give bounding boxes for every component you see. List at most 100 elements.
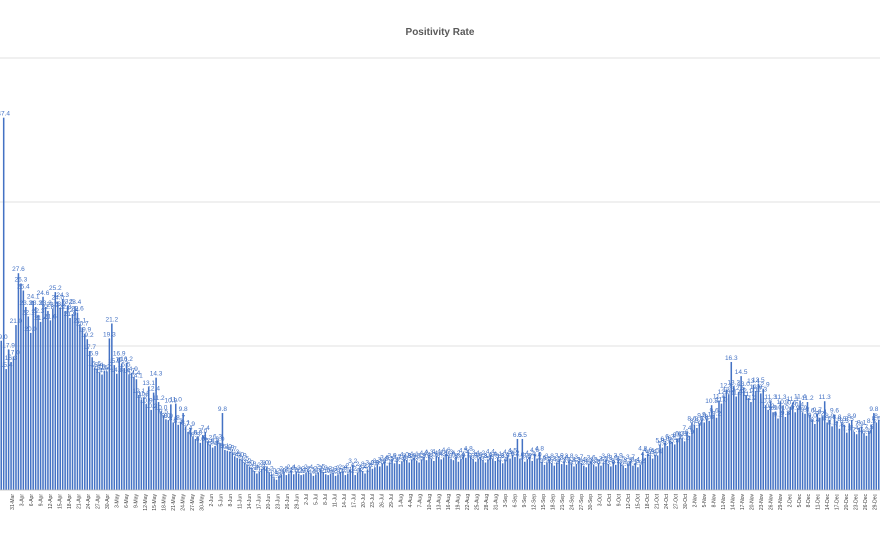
bar bbox=[568, 460, 570, 490]
bar bbox=[494, 460, 497, 490]
bar bbox=[86, 339, 89, 490]
data-label: 2.1 bbox=[294, 467, 303, 474]
data-label: 2.0 bbox=[333, 467, 342, 474]
data-label: 4.1 bbox=[439, 451, 448, 458]
data-label: 14.4 bbox=[128, 370, 141, 377]
bar bbox=[619, 462, 622, 490]
data-label: 1.9 bbox=[351, 468, 360, 475]
data-label: 8.3 bbox=[690, 418, 699, 425]
x-tick-label: 29-Jul bbox=[389, 494, 395, 508]
bar bbox=[728, 394, 730, 490]
data-label: 9.8 bbox=[179, 406, 188, 413]
bar bbox=[447, 456, 450, 490]
bar bbox=[29, 332, 32, 490]
data-label: 4.5 bbox=[459, 448, 468, 455]
bar bbox=[578, 460, 580, 490]
bar bbox=[280, 474, 283, 490]
data-label: 8.1 bbox=[181, 419, 190, 426]
bar bbox=[206, 441, 209, 490]
data-label: 3.2 bbox=[562, 458, 571, 465]
bar bbox=[204, 431, 207, 490]
bar bbox=[229, 451, 231, 490]
data-label: 2.8 bbox=[356, 461, 365, 468]
bar bbox=[450, 458, 452, 490]
bar bbox=[288, 473, 290, 490]
bar bbox=[678, 437, 681, 490]
bar bbox=[524, 461, 526, 490]
data-label: 8.3 bbox=[840, 418, 849, 425]
x-tick-label: 20-Jul bbox=[361, 494, 367, 508]
data-label: 11.4 bbox=[713, 393, 726, 400]
x-tick-label: 10-Aug bbox=[427, 494, 433, 510]
bar bbox=[659, 444, 661, 490]
data-label: 16.3 bbox=[5, 355, 18, 362]
bar bbox=[691, 422, 693, 490]
data-label: 7.4 bbox=[201, 425, 210, 432]
data-label: 9.3 bbox=[781, 410, 790, 417]
bar bbox=[128, 374, 130, 490]
bar bbox=[669, 440, 671, 490]
data-label: 24.0 bbox=[51, 294, 64, 301]
bar bbox=[113, 365, 116, 490]
bar bbox=[71, 314, 74, 490]
data-label: 14.8 bbox=[110, 367, 123, 374]
data-label: 10.9 bbox=[165, 397, 178, 404]
x-tick-label: 19-Aug bbox=[456, 494, 462, 510]
data-label: 4.0 bbox=[235, 452, 244, 459]
data-label: 10.8 bbox=[705, 398, 718, 405]
data-label: 11.2 bbox=[745, 395, 758, 402]
bar bbox=[265, 467, 268, 490]
data-label: 2.4 bbox=[338, 464, 347, 471]
x-tick-label: 6-Sep bbox=[512, 494, 518, 508]
data-label: 3.2 bbox=[589, 458, 598, 465]
data-label: 3.8 bbox=[449, 453, 458, 460]
bar bbox=[600, 465, 602, 490]
bar bbox=[79, 324, 81, 490]
bar bbox=[703, 422, 705, 490]
data-label: 3.8 bbox=[496, 453, 505, 460]
bar bbox=[251, 468, 253, 490]
data-label: 2.1 bbox=[284, 467, 293, 474]
bar bbox=[580, 463, 583, 490]
bar bbox=[312, 475, 315, 490]
x-tick-label: 23-Jul bbox=[370, 494, 376, 508]
data-label: 3.0 bbox=[375, 459, 384, 466]
bar bbox=[376, 464, 379, 490]
data-label: 8.3 bbox=[174, 418, 183, 425]
data-label: 14.7 bbox=[96, 368, 109, 375]
data-label: 3.3 bbox=[557, 457, 566, 464]
bar bbox=[155, 377, 157, 490]
bar bbox=[843, 424, 846, 490]
data-label: 6.3 bbox=[213, 434, 222, 441]
bar bbox=[865, 435, 868, 490]
x-tick-label: 25-Aug bbox=[474, 494, 480, 510]
data-label: 2.1 bbox=[361, 467, 370, 474]
bar bbox=[226, 450, 229, 490]
bar bbox=[211, 447, 214, 490]
bar bbox=[103, 370, 106, 490]
bar bbox=[649, 456, 651, 490]
bar bbox=[396, 460, 398, 490]
data-label: 21.9 bbox=[64, 311, 77, 318]
bar bbox=[248, 466, 251, 490]
bar bbox=[742, 387, 745, 490]
bar bbox=[673, 444, 676, 490]
bar bbox=[642, 452, 644, 490]
bar bbox=[233, 456, 236, 490]
data-label: 21.2 bbox=[106, 316, 119, 323]
data-label: 6.9 bbox=[685, 429, 694, 436]
bar bbox=[587, 464, 590, 490]
bar bbox=[37, 314, 39, 490]
data-label: 12.6 bbox=[750, 384, 763, 391]
data-label: 9.2 bbox=[712, 411, 721, 418]
bar bbox=[189, 427, 192, 490]
data-label: 3.6 bbox=[454, 455, 463, 462]
x-tick-label: 18-Oct bbox=[645, 493, 651, 509]
data-label: 11.2 bbox=[152, 395, 165, 402]
bar bbox=[386, 465, 388, 490]
bar bbox=[74, 306, 76, 490]
data-label: 3.6 bbox=[520, 455, 529, 462]
data-label: 23.3 bbox=[19, 300, 32, 307]
data-label: 4.5 bbox=[651, 448, 660, 455]
bar bbox=[745, 394, 747, 490]
